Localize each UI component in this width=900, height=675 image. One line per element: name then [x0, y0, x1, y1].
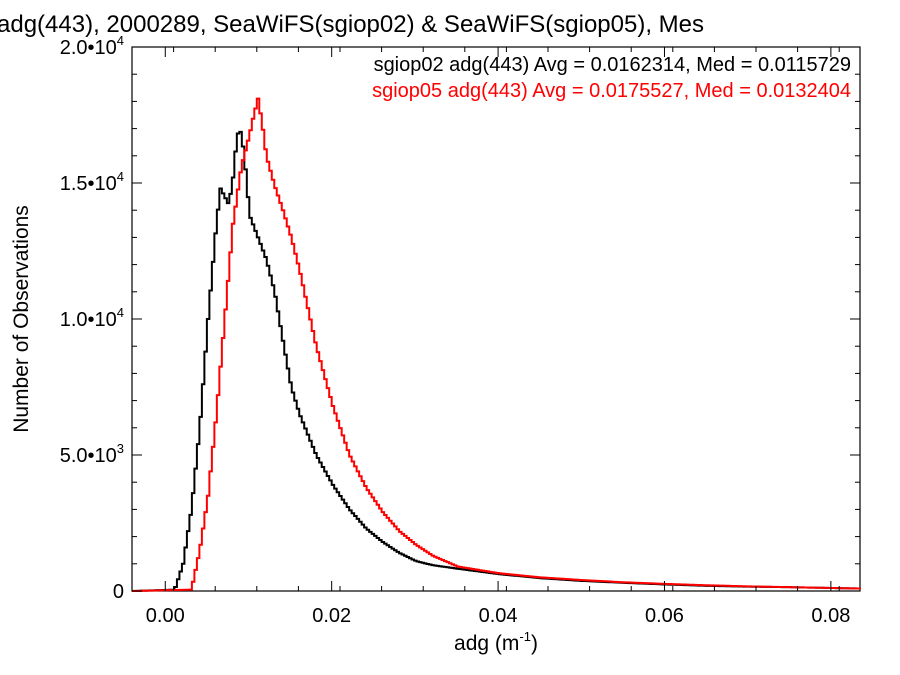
- y-axis: 0 5.0•103 1.0•104 1.5•104 2.0•104: [60, 33, 860, 603]
- legend-entry-1: sgiop02 adg(443) Avg = 0.0162314, Med = …: [374, 54, 851, 76]
- x-tick-label: 0.00: [146, 605, 185, 627]
- chart-title: adg(443), 2000289, SeaWiFS(sgiop02) & Se…: [0, 11, 704, 38]
- x-axis-title: adg (m-1): [454, 629, 538, 655]
- y-axis-title: Number of Observations: [10, 205, 33, 433]
- x-tick-label: 0.06: [645, 605, 684, 627]
- x-tick-label: 0.08: [811, 605, 850, 627]
- x-axis: 0.00 0.02 0.04 0.06 0.08: [131, 47, 850, 627]
- legend-entry-2: sgiop05 adg(443) Avg = 0.0175527, Med = …: [372, 80, 851, 102]
- y-tick-label: 1.5•104: [60, 169, 124, 195]
- y-tick-label: 1.0•104: [60, 305, 124, 331]
- x-tick-label: 0.02: [312, 605, 351, 627]
- y-tick-label: 2.0•104: [60, 33, 124, 59]
- y-tick-label: 5.0•103: [60, 441, 124, 467]
- y-tick-label: 0: [113, 581, 124, 603]
- series-line-2: [132, 97, 861, 592]
- plot-frame: [131, 46, 861, 592]
- series-line-1: [132, 130, 861, 592]
- x-tick-label: 0.04: [479, 605, 518, 627]
- x-axis-unit-exponent: -1: [519, 629, 531, 644]
- legend: sgiop02 adg(443) Avg = 0.0162314, Med = …: [372, 54, 851, 102]
- series-layer: [132, 97, 861, 592]
